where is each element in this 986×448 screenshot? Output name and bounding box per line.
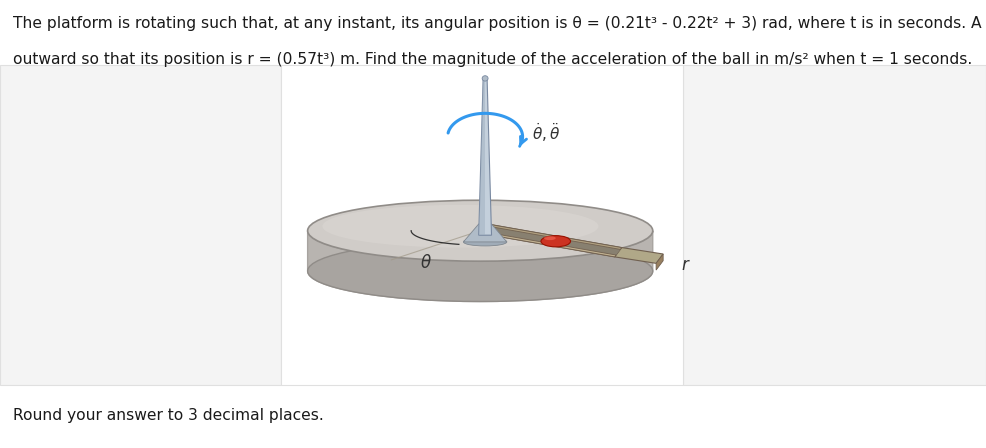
Text: $r$: $r$ (680, 256, 690, 274)
Ellipse shape (308, 200, 653, 261)
Polygon shape (479, 78, 485, 235)
Ellipse shape (482, 76, 488, 81)
Text: The platform is rotating such that, at any instant, its angular position is θ = : The platform is rotating such that, at a… (13, 16, 986, 30)
Ellipse shape (308, 241, 653, 302)
Bar (281, 65, 683, 385)
Polygon shape (463, 224, 507, 242)
Polygon shape (479, 78, 491, 235)
Polygon shape (486, 227, 620, 255)
Ellipse shape (463, 238, 507, 246)
Polygon shape (656, 254, 664, 270)
Text: $\theta$: $\theta$ (420, 254, 432, 272)
Text: $\dot{\theta},\ddot{\theta}$: $\dot{\theta},\ddot{\theta}$ (532, 121, 561, 144)
Bar (683, 65, 986, 385)
Ellipse shape (541, 236, 571, 247)
Polygon shape (308, 231, 653, 302)
Polygon shape (484, 225, 622, 257)
Text: Round your answer to 3 decimal places.: Round your answer to 3 decimal places. (13, 408, 323, 422)
Polygon shape (484, 232, 616, 257)
Polygon shape (614, 248, 664, 263)
Ellipse shape (544, 236, 556, 240)
Ellipse shape (322, 205, 599, 248)
Polygon shape (490, 225, 622, 250)
Text: outward so that its position is r = (0.57t³) m. Find the magnitude of the accele: outward so that its position is r = (0.5… (13, 52, 972, 66)
Bar (0, 65, 281, 385)
